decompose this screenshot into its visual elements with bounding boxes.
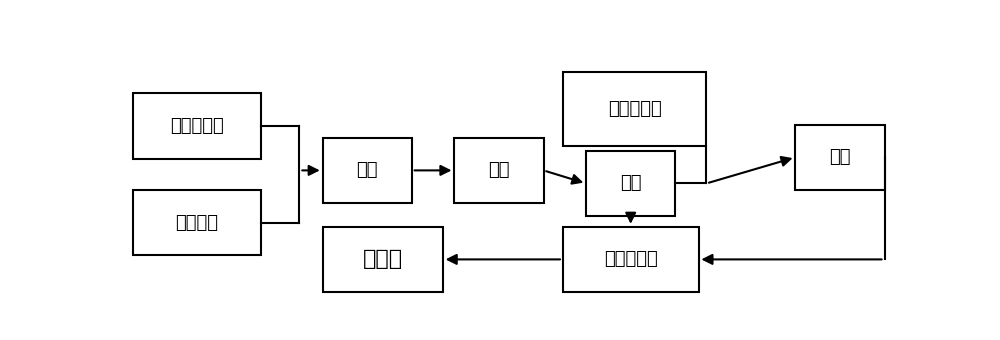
Text: 混匀: 混匀 xyxy=(829,148,851,166)
Text: 抗氧化剂: 抗氧化剂 xyxy=(175,214,218,232)
Bar xyxy=(133,93,261,158)
Text: 新鲜食用油: 新鲜食用油 xyxy=(608,100,661,118)
Bar xyxy=(563,72,706,146)
Text: 冷却: 冷却 xyxy=(620,174,641,192)
Bar xyxy=(323,138,412,203)
Bar xyxy=(563,227,698,292)
Bar xyxy=(454,138,544,203)
Text: 加热: 加热 xyxy=(488,162,510,180)
Bar xyxy=(795,124,885,190)
Text: 混匀: 混匀 xyxy=(356,162,378,180)
Bar xyxy=(323,227,443,292)
Bar xyxy=(133,190,261,255)
Text: 新鲜食用油: 新鲜食用油 xyxy=(170,117,224,135)
Text: 地沟油: 地沟油 xyxy=(363,250,403,269)
Bar xyxy=(586,151,675,216)
Text: 检测示踪物: 检测示踪物 xyxy=(604,250,658,268)
